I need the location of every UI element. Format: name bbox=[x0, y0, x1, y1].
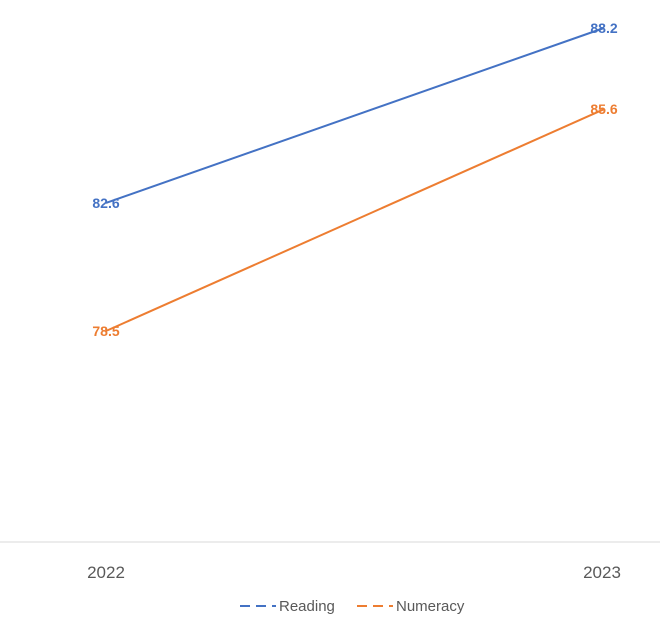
series-layer: 82.6 88.2 78.5 85.6 bbox=[92, 20, 617, 339]
series-line-reading bbox=[105, 27, 605, 204]
x-tick-label-2022: 2022 bbox=[87, 563, 125, 582]
legend: Reading Numeracy bbox=[240, 598, 465, 615]
x-tick-label-2023: 2023 bbox=[583, 563, 621, 582]
data-label-numeracy-2022: 78.5 bbox=[92, 323, 119, 339]
data-label-reading-2023: 88.2 bbox=[590, 20, 617, 36]
legend-label-numeracy: Numeracy bbox=[396, 598, 465, 615]
legend-label-reading: Reading bbox=[279, 598, 335, 615]
x-axis-ticks: 2022 2023 bbox=[87, 563, 621, 582]
data-label-numeracy-2023: 85.6 bbox=[590, 101, 617, 117]
data-label-reading-2022: 82.6 bbox=[92, 195, 119, 211]
series-line-numeracy bbox=[105, 108, 605, 332]
